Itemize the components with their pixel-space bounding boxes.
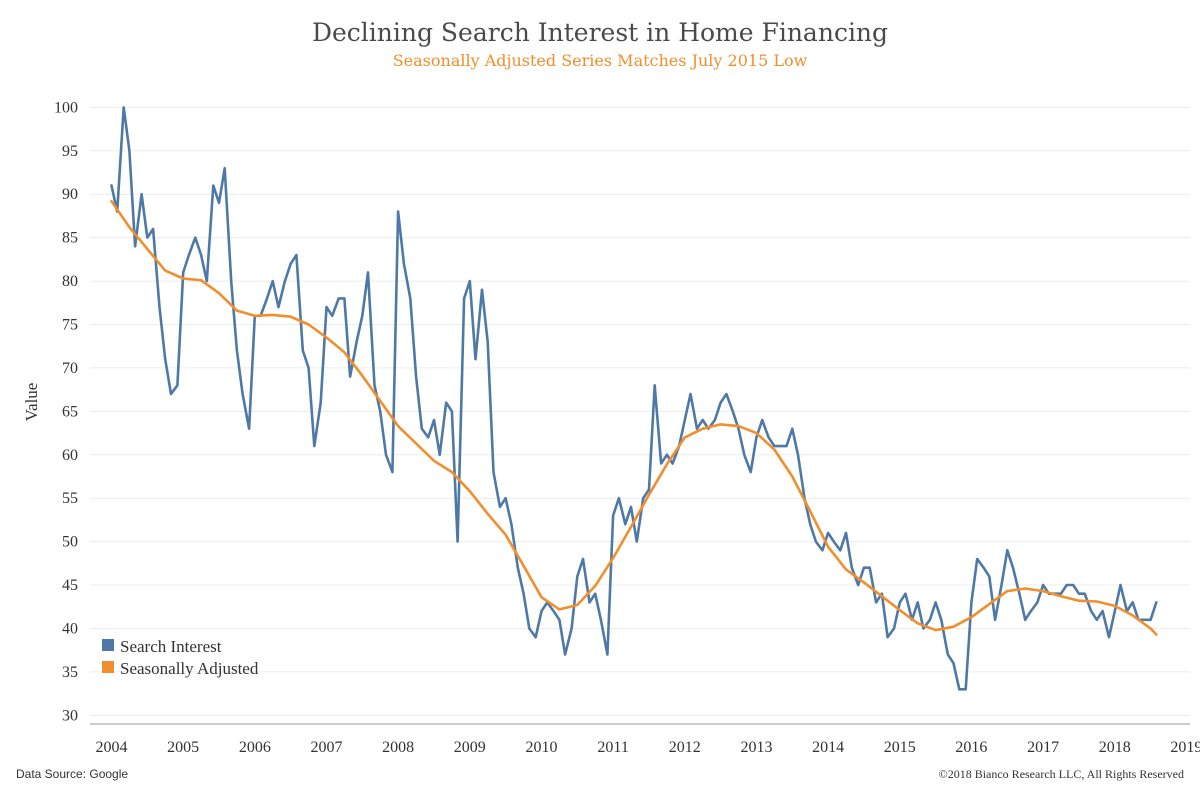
x-tick-label: 2013 — [740, 739, 772, 756]
y-tick-label: 30 — [62, 707, 78, 724]
legend-swatch-search-interest — [102, 639, 114, 651]
x-tick-label: 2011 — [597, 739, 628, 756]
legend-label-seasonally-adjusted: Seasonally Adjusted — [120, 659, 259, 678]
x-tick-label: 2014 — [812, 739, 844, 756]
y-tick-label: 45 — [62, 577, 78, 594]
x-tick-label: 2009 — [454, 739, 486, 756]
x-tick-label: 2004 — [95, 739, 127, 756]
x-tick-label: 2008 — [382, 739, 414, 756]
x-tick-label: 2017 — [1027, 739, 1059, 756]
y-tick-label: 35 — [62, 664, 78, 681]
y-tick-label: 90 — [62, 186, 78, 203]
chart-title: Declining Search Interest in Home Financ… — [311, 18, 889, 47]
x-tick-label: 2018 — [1099, 739, 1131, 756]
y-tick-label: 80 — [62, 273, 78, 290]
chart-subtitle: Seasonally Adjusted Series Matches July … — [392, 51, 808, 70]
x-tick-labels: 2004 2005 2006 2007 2008 2009 2010 2011 2012 2013… — [95, 739, 1200, 756]
y-tick-labels: 30 35 40 45 50 55 60 65 70 75 80 85 90 95 100 — [54, 99, 78, 724]
y-tick-label: 40 — [62, 620, 78, 637]
x-tick-label: 2010 — [525, 739, 557, 756]
data-source-note: Data Source: Google — [16, 767, 129, 781]
x-tick-label: 2016 — [955, 739, 987, 756]
y-tick-label: 100 — [54, 99, 78, 116]
x-tick-label: 2019 — [1170, 739, 1200, 756]
x-tick-label: 2015 — [884, 739, 916, 756]
y-tick-label: 85 — [62, 230, 78, 247]
copyright-note: ©2018 Bianco Research LLC, All Rights Re… — [938, 767, 1184, 781]
y-tick-label: 65 — [62, 403, 78, 420]
x-tick-label: 2006 — [239, 739, 271, 756]
x-tick-label: 2007 — [310, 739, 342, 756]
gridlines — [90, 106, 1190, 716]
y-tick-label: 95 — [62, 143, 78, 160]
y-axis-label: Value — [22, 383, 41, 422]
series-line-seasonally-adjusted — [110, 199, 1158, 636]
y-tick-label: 70 — [62, 360, 78, 377]
y-tick-label: 75 — [62, 316, 78, 333]
y-tick-label: 55 — [62, 490, 78, 507]
y-tick-label: 60 — [62, 447, 78, 464]
legend: Search Interest Seasonally Adjusted — [102, 637, 259, 678]
series-lines — [110, 106, 1158, 691]
x-tick-label: 2005 — [167, 739, 199, 756]
x-tick-label: 2012 — [669, 739, 701, 756]
y-tick-label: 50 — [62, 534, 78, 551]
legend-swatch-seasonally-adjusted — [102, 661, 114, 673]
legend-label-search-interest: Search Interest — [120, 637, 222, 656]
